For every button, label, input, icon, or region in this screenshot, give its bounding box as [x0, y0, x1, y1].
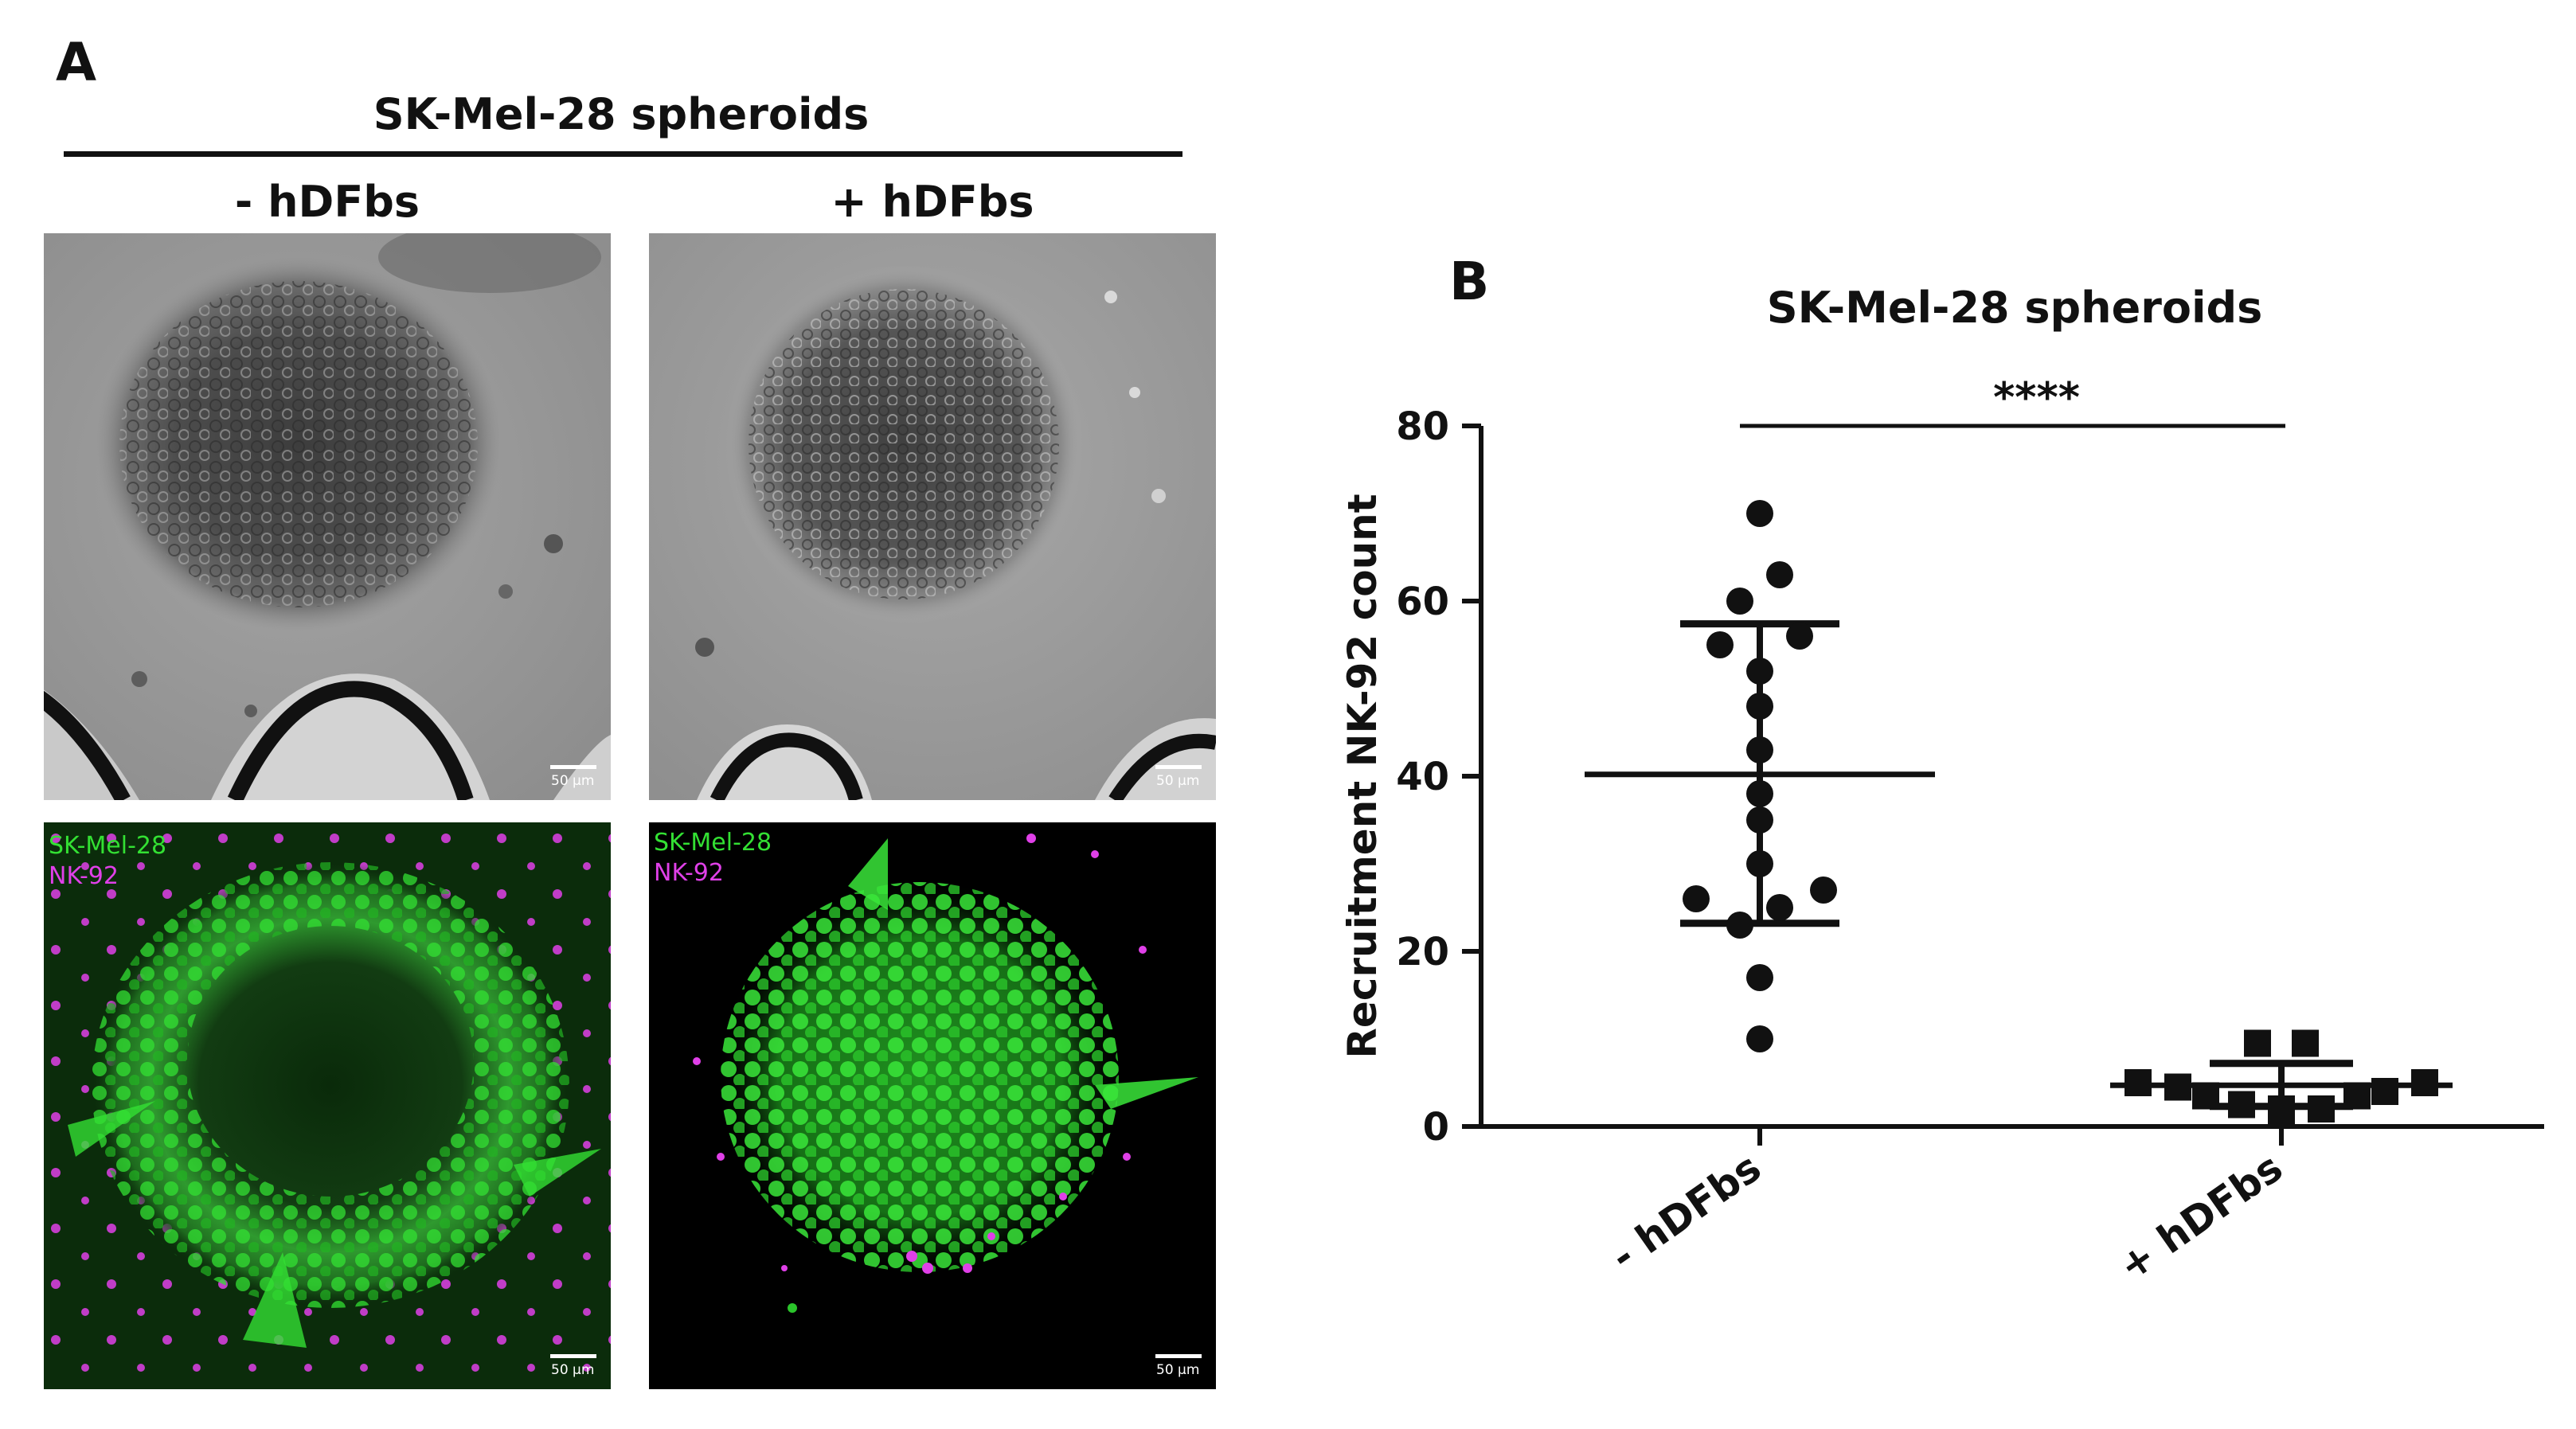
- scale-bar: [1155, 1354, 1202, 1358]
- condition-right-label: + hDFbs: [831, 177, 1034, 227]
- panel-a-title: SK-Mel-28 spheroids: [373, 89, 870, 139]
- y-axis-label: Recruitment NK-92 count: [1339, 494, 1386, 1058]
- scale-bar-label: 50 µm: [551, 1362, 595, 1378]
- data-point: [2228, 1091, 2255, 1119]
- y-tick-label: 0: [1423, 1105, 1449, 1150]
- data-point: [1746, 1025, 1773, 1052]
- data-point: [1766, 894, 1793, 921]
- data-point: [2308, 1095, 2335, 1123]
- data-point: [1746, 964, 1773, 991]
- y-tick-label: 20: [1396, 930, 1449, 974]
- significance-label: ****: [1993, 374, 2080, 422]
- data-point: [2125, 1069, 2152, 1096]
- data-point: [1746, 850, 1773, 877]
- panel-b-letter: B: [1449, 251, 1490, 312]
- channel-label-sk-mel-28: SK-Mel-28: [49, 832, 167, 860]
- brightfield-image-minus-hdfbs: 50 µm: [44, 233, 611, 800]
- scale-bar: [550, 765, 596, 769]
- scale-bar: [1155, 765, 1202, 769]
- data-point: [2244, 1029, 2271, 1057]
- condition-left-label: - hDFbs: [234, 177, 420, 227]
- y-tick-label: 40: [1396, 755, 1449, 799]
- data-point: [2164, 1073, 2191, 1101]
- panel-a-letter: A: [56, 32, 97, 93]
- data-point: [1726, 912, 1753, 939]
- data-point: [2371, 1078, 2398, 1105]
- data-point: [2292, 1029, 2319, 1057]
- y-tick-label: 80: [1396, 404, 1449, 449]
- fluorescence-image-plus-hdfbs: SK-Mel-28 NK-92 50 µm: [649, 822, 1216, 1389]
- data-point: [1746, 806, 1773, 834]
- data-point: [1746, 736, 1773, 763]
- data-point: [2343, 1082, 2371, 1110]
- data-point: [1746, 658, 1773, 685]
- x-tick-label: + hDFbs: [2110, 1144, 2291, 1290]
- data-point: [2411, 1069, 2438, 1096]
- data-point: [2192, 1082, 2219, 1110]
- chart-title: SK-Mel-28 spheroids: [1766, 283, 2263, 333]
- channel-label-nk-92: NK-92: [654, 859, 724, 887]
- data-point: [2268, 1099, 2295, 1127]
- data-point: [1810, 877, 1837, 904]
- scale-bar-label: 50 µm: [1156, 773, 1200, 789]
- scale-bar-label: 50 µm: [551, 773, 595, 789]
- data-point: [1746, 693, 1773, 720]
- channel-label-nk-92: NK-92: [49, 862, 119, 890]
- data-point: [1683, 885, 1710, 912]
- data-point: [1726, 588, 1753, 615]
- x-tick-label: - hDFbs: [1603, 1144, 1769, 1280]
- channel-label-sk-mel-28: SK-Mel-28: [654, 829, 772, 857]
- panel-a-title-rule: [64, 151, 1182, 157]
- brightfield-image-plus-hdfbs: 50 µm: [649, 233, 1216, 800]
- scale-bar: [550, 1354, 596, 1358]
- scale-bar-label: 50 µm: [1156, 1362, 1200, 1378]
- data-point: [1786, 623, 1813, 650]
- data-point: [1766, 561, 1793, 588]
- data-point: [1746, 500, 1773, 527]
- y-tick-label: 60: [1396, 580, 1449, 624]
- data-point: [1746, 780, 1773, 807]
- chart: 0 20 40 60 80 Recruitment NK-92 count - hDFbs +…: [1314, 334, 2576, 1369]
- fluorescence-image-minus-hdfbs: SK-Mel-28 NK-92 50 µm: [44, 822, 611, 1389]
- data-point: [1706, 631, 1734, 658]
